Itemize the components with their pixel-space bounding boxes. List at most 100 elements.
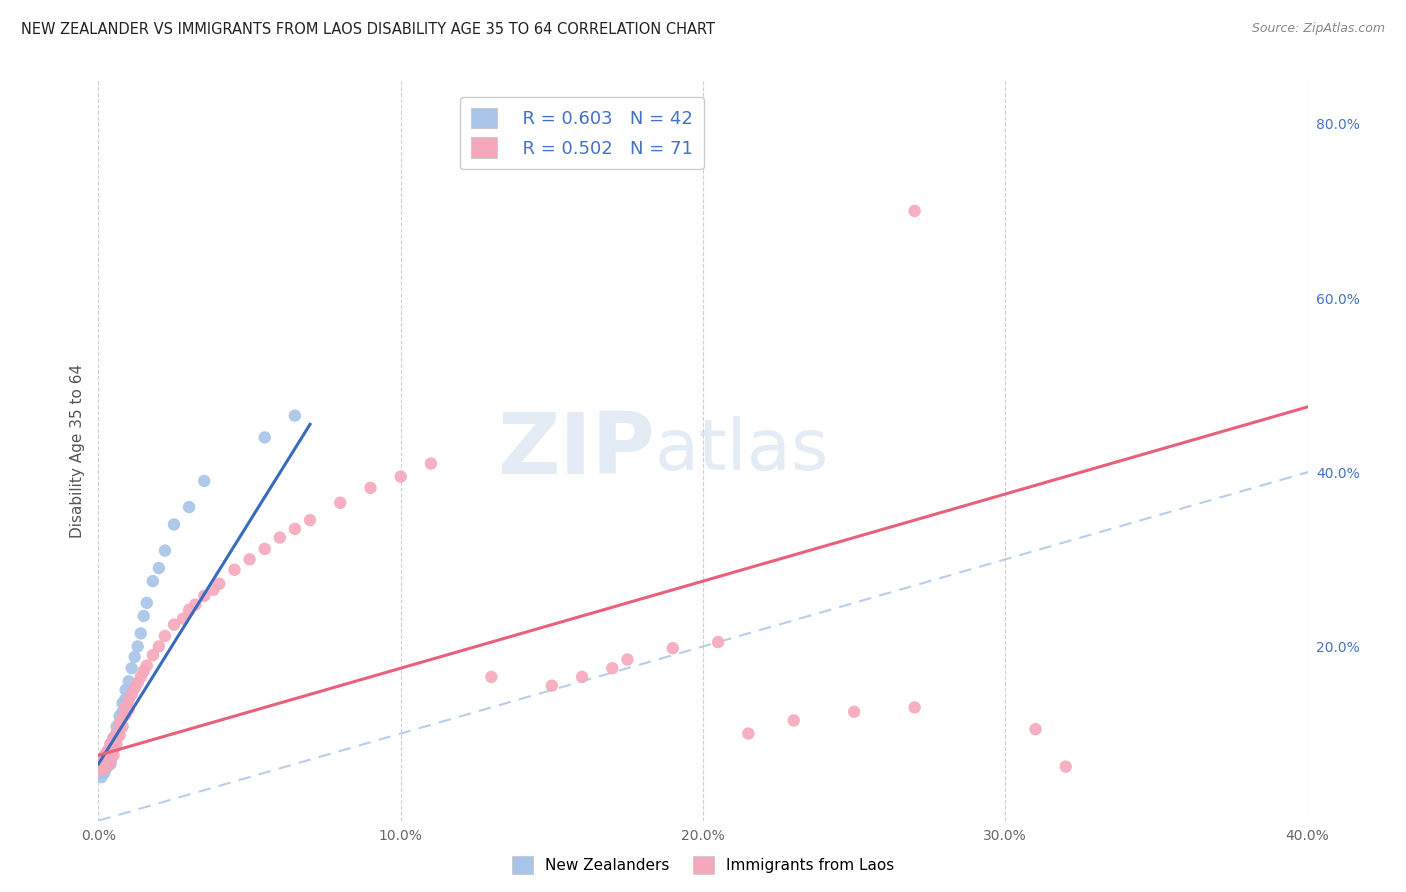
Point [93,761,115,775]
Point [707,635,730,649]
Point [100,755,122,769]
Point [1024,722,1046,736]
Point [103,731,125,745]
Legend: New Zealanders, Immigrants from Laos: New Zealanders, Immigrants from Laos [506,850,900,880]
Point [208,576,231,591]
Point [118,693,141,707]
Point [108,709,131,723]
Point [96,758,118,772]
Point [153,543,176,558]
Point [135,658,157,673]
Point [163,517,186,532]
Point [93,765,115,780]
Point [105,737,128,751]
Point [135,596,157,610]
Point [108,722,131,736]
Text: NEW ZEALANDER VS IMMIGRANTS FROM LAOS DISABILITY AGE 35 TO 64 CORRELATION CHART: NEW ZEALANDER VS IMMIGRANTS FROM LAOS DI… [21,22,716,37]
Text: atlas: atlas [655,416,830,485]
Point [118,674,141,689]
Point [96,751,118,765]
Point [224,563,246,577]
Point [100,744,122,758]
Point [661,641,683,656]
Point [96,759,118,773]
Point [93,757,115,772]
Point [481,670,503,684]
Point [1054,759,1077,773]
Point [153,629,176,643]
Point [132,664,155,678]
Point [108,716,131,731]
Point [111,720,134,734]
Point [105,731,128,745]
Point [163,617,186,632]
Point [329,496,352,510]
Point [360,481,382,495]
Point [129,626,152,640]
Point [90,763,112,777]
Point [148,640,170,654]
Point [783,714,806,728]
Point [93,757,115,772]
Point [269,531,291,545]
Point [114,691,136,706]
Point [239,552,262,566]
Point [111,705,134,719]
Point [737,726,759,740]
Point [96,744,118,758]
Point [100,757,122,772]
Point [103,748,125,763]
Point [93,748,115,763]
Point [114,683,136,698]
Point [179,603,201,617]
Point [172,611,194,625]
Point [844,705,866,719]
Point [96,751,118,765]
Point [103,742,125,756]
Point [118,702,141,716]
Point [184,598,207,612]
Point [100,748,122,763]
Point [90,761,112,775]
Point [100,737,122,751]
Point [193,474,215,488]
Point [103,735,125,749]
Point [132,609,155,624]
Point [127,640,149,654]
Point [100,742,122,756]
Point [108,728,131,742]
Point [100,737,122,751]
Text: ZIP: ZIP [496,409,655,492]
Point [602,661,624,675]
Point [96,746,118,760]
Point [148,561,170,575]
Point [193,589,215,603]
Point [108,718,131,732]
Point [105,726,128,740]
Point [121,661,143,675]
Point [253,430,276,444]
Point [103,731,125,745]
Point [121,687,143,701]
Point [90,765,112,780]
Point [96,755,118,769]
Point [111,696,134,710]
Point [96,755,118,769]
Point [93,753,115,767]
Y-axis label: Disability Age 35 to 64: Disability Age 35 to 64 [69,363,84,538]
Point [114,707,136,722]
Point [179,500,201,514]
Point [129,670,152,684]
Point [114,700,136,714]
Point [124,649,146,664]
Point [904,203,927,218]
Point [111,711,134,725]
Point [90,770,112,784]
Point [420,457,443,471]
Point [100,748,122,763]
Point [105,731,128,745]
Point [103,735,125,749]
Legend:   R = 0.603   N = 42,   R = 0.502   N = 71: R = 0.603 N = 42, R = 0.502 N = 71 [460,96,704,169]
Point [90,753,112,767]
Point [142,648,165,662]
